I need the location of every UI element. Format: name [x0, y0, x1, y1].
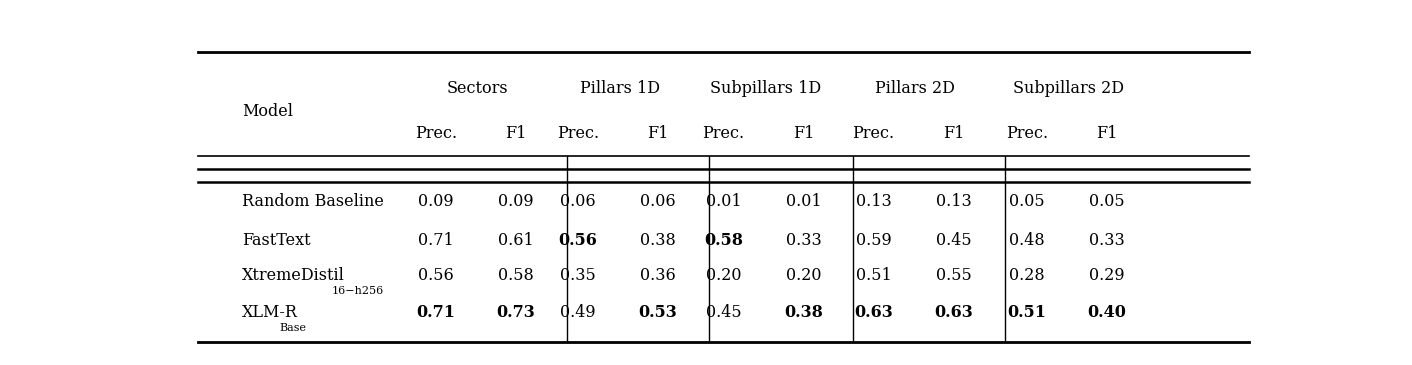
Text: Prec.: Prec.: [1005, 125, 1048, 142]
Text: 0.71: 0.71: [417, 304, 455, 321]
Text: 0.28: 0.28: [1010, 267, 1045, 284]
Text: Subpillars 2D: Subpillars 2D: [1012, 80, 1124, 97]
Text: Pillars 2D: Pillars 2D: [875, 80, 955, 97]
Text: 0.35: 0.35: [561, 267, 596, 284]
Text: 0.48: 0.48: [1010, 232, 1045, 249]
Text: Prec.: Prec.: [415, 125, 457, 142]
Text: Sectors: Sectors: [446, 80, 508, 97]
Text: 0.20: 0.20: [786, 267, 822, 284]
Text: 0.51: 0.51: [1007, 304, 1046, 321]
Text: Model: Model: [243, 103, 294, 120]
Text: 0.06: 0.06: [561, 193, 596, 210]
Text: 0.29: 0.29: [1089, 267, 1124, 284]
Text: 0.38: 0.38: [640, 232, 676, 249]
Text: F1: F1: [505, 125, 527, 142]
Text: 0.38: 0.38: [784, 304, 823, 321]
Text: 0.13: 0.13: [856, 193, 891, 210]
Text: 0.05: 0.05: [1089, 193, 1124, 210]
Text: Random Baseline: Random Baseline: [243, 193, 384, 210]
Text: 0.61: 0.61: [498, 232, 534, 249]
Text: 0.55: 0.55: [936, 267, 971, 284]
Text: 0.06: 0.06: [640, 193, 676, 210]
Text: 0.01: 0.01: [785, 193, 822, 210]
Text: XLM-R: XLM-R: [243, 304, 298, 321]
Text: 0.33: 0.33: [1089, 232, 1124, 249]
Text: 0.58: 0.58: [498, 267, 534, 284]
Text: 0.59: 0.59: [856, 232, 891, 249]
Text: 0.13: 0.13: [936, 193, 971, 210]
Text: 0.01: 0.01: [706, 193, 741, 210]
Text: FastText: FastText: [243, 232, 311, 249]
Text: 0.71: 0.71: [418, 232, 453, 249]
Text: 0.05: 0.05: [1010, 193, 1045, 210]
Text: 0.36: 0.36: [640, 267, 676, 284]
Text: Prec.: Prec.: [703, 125, 744, 142]
Text: 0.33: 0.33: [785, 232, 822, 249]
Text: 0.56: 0.56: [559, 232, 597, 249]
Text: XtremeDistil: XtremeDistil: [243, 267, 345, 284]
Text: F1: F1: [794, 125, 815, 142]
Text: F1: F1: [1096, 125, 1117, 142]
Text: 16−h256: 16−h256: [332, 286, 384, 296]
Text: Base: Base: [280, 323, 306, 333]
Text: Prec.: Prec.: [558, 125, 599, 142]
Text: 0.45: 0.45: [706, 304, 741, 321]
Text: 0.51: 0.51: [856, 267, 891, 284]
Text: 0.58: 0.58: [705, 232, 743, 249]
Text: Prec.: Prec.: [853, 125, 895, 142]
Text: 0.49: 0.49: [561, 304, 596, 321]
Text: 0.63: 0.63: [854, 304, 892, 321]
Text: 0.09: 0.09: [418, 193, 453, 210]
Text: 0.45: 0.45: [936, 232, 971, 249]
Text: 0.53: 0.53: [638, 304, 678, 321]
Text: 0.09: 0.09: [498, 193, 534, 210]
Text: 0.56: 0.56: [418, 267, 453, 284]
Text: 0.20: 0.20: [706, 267, 741, 284]
Text: 0.73: 0.73: [497, 304, 535, 321]
Text: 0.40: 0.40: [1087, 304, 1127, 321]
Text: 0.63: 0.63: [935, 304, 973, 321]
Text: Subpillars 1D: Subpillars 1D: [710, 80, 820, 97]
Text: Pillars 1D: Pillars 1D: [580, 80, 659, 97]
Text: F1: F1: [943, 125, 964, 142]
Text: F1: F1: [647, 125, 669, 142]
